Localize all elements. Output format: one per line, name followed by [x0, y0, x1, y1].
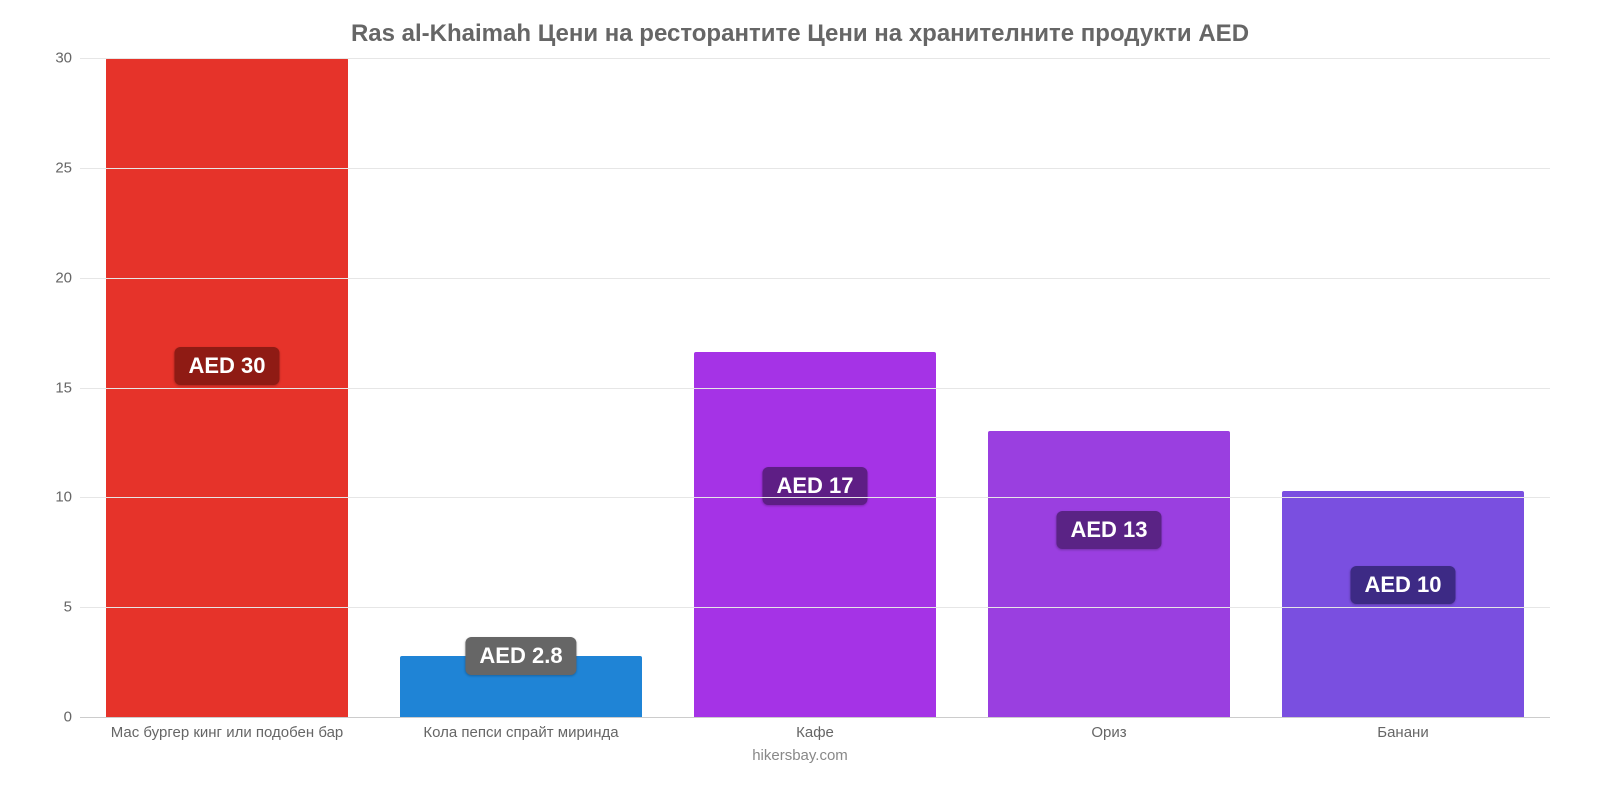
bar: AED 13: [988, 431, 1229, 717]
y-tick-label: 0: [64, 709, 72, 726]
x-tick-label: Ориз: [962, 724, 1256, 741]
grid-line: [80, 58, 1550, 59]
x-axis-labels: Мас бургер кинг или подобен барКола пепс…: [80, 724, 1550, 741]
y-tick-label: 30: [55, 50, 72, 67]
y-tick-label: 5: [64, 599, 72, 616]
x-tick-label: Кола пепси спрайт миринда: [374, 724, 668, 741]
bar-value-label: AED 2.8: [465, 637, 576, 675]
plot-area: AED 30AED 2.8AED 17AED 13AED 10 05101520…: [80, 58, 1550, 718]
bar-value-label: AED 30: [174, 347, 279, 385]
bar-value-label: AED 10: [1350, 566, 1455, 604]
grid-line: [80, 388, 1550, 389]
bar: AED 10: [1282, 491, 1523, 717]
y-tick-label: 15: [55, 379, 72, 396]
bar-value-label: AED 13: [1056, 511, 1161, 549]
bar: AED 2.8: [400, 656, 641, 718]
grid-line: [80, 168, 1550, 169]
bar-value-label: AED 17: [762, 467, 867, 505]
y-tick-label: 25: [55, 159, 72, 176]
chart-title: Ras al-Khaimah Цени на ресторантите Цени…: [40, 20, 1560, 48]
bar: AED 17: [694, 352, 935, 717]
grid-line: [80, 497, 1550, 498]
x-tick-label: Кафе: [668, 724, 962, 741]
x-tick-label: Банани: [1256, 724, 1550, 741]
chart-footer: hikersbay.com: [40, 747, 1560, 764]
x-tick-label: Мас бургер кинг или подобен бар: [80, 724, 374, 741]
y-tick-label: 10: [55, 489, 72, 506]
y-tick-label: 20: [55, 269, 72, 286]
chart-container: Ras al-Khaimah Цени на ресторантите Цени…: [40, 20, 1560, 770]
grid-line: [80, 278, 1550, 279]
grid-line: [80, 607, 1550, 608]
